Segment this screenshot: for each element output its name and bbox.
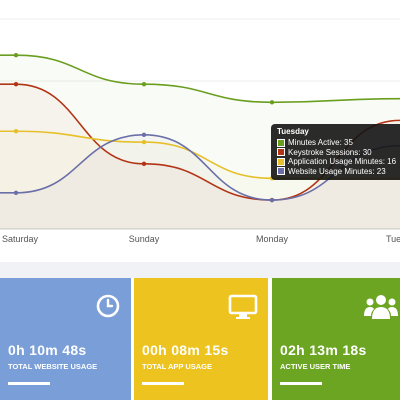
series-point-0-0	[13, 53, 19, 58]
tooltip-swatch	[277, 167, 285, 176]
website-usage-label: TOTAL WEBSITE USAGE	[8, 362, 98, 371]
stats-cards: 0h 10m 48s TOTAL WEBSITE USAGE 00h 08m 1…	[0, 278, 400, 400]
series-point-3-2	[269, 197, 275, 203]
users-icon	[364, 295, 398, 319]
tooltip-row-text: Minutes Active: 35	[288, 138, 353, 147]
series-point-0-1	[141, 81, 147, 87]
series-point-2-1	[141, 139, 147, 145]
usage-line-chart: Saturday Sunday Monday Tues	[0, 18, 400, 244]
card-underline	[280, 382, 322, 385]
app-usage-label: TOTAL APP USAGE	[142, 362, 213, 371]
series-point-3-1	[141, 132, 147, 138]
tooltip-row-text: Keystroke Sessions: 30	[288, 147, 372, 157]
x-tick-label: Sunday	[129, 234, 160, 244]
series-point-3-0	[13, 190, 19, 195]
website-usage-card[interactable]: 0h 10m 48s TOTAL WEBSITE USAGE	[0, 278, 131, 400]
tooltip-row-website-usage: Website Usage Minutes: 23	[277, 167, 400, 177]
x-tick-label: Tues	[386, 234, 400, 244]
tooltip-row-text: Website Usage Minutes: 23	[288, 166, 386, 176]
tooltip-swatch	[277, 148, 285, 157]
tooltip-swatch	[277, 138, 285, 147]
series-area-1	[0, 84, 400, 229]
series-area-0	[0, 55, 400, 229]
active-user-time-label: ACTIVE USER TIME	[280, 362, 351, 371]
x-tick-label: Saturday	[2, 234, 39, 244]
x-tick-label: Monday	[256, 234, 289, 244]
website-usage-value: 0h 10m 48s	[8, 342, 87, 358]
tooltip-row-application-usage: Application Usage Minutes: 16	[277, 157, 400, 167]
chart-tooltip: Tuesday Minutes Active: 35 Keystroke Ses…	[271, 124, 400, 180]
series-area-3	[0, 134, 400, 229]
clock-icon	[96, 294, 120, 318]
monitor-icon	[228, 294, 258, 319]
active-user-time-value: 02h 13m 18s	[280, 342, 367, 358]
card-underline	[8, 382, 50, 385]
tooltip-row-text: Application Usage Minutes: 16	[288, 157, 397, 166]
active-user-time-card[interactable]: 02h 13m 18s ACTIVE USER TIME	[272, 278, 400, 400]
tooltip-swatch	[277, 157, 285, 166]
series-area-2	[0, 131, 400, 229]
app-usage-value: 00h 08m 15s	[142, 342, 229, 358]
card-underline	[142, 382, 184, 385]
app-usage-card[interactable]: 00h 08m 15s TOTAL APP USAGE	[134, 278, 268, 400]
tooltip-row-minutes-active: Minutes Active: 35	[277, 138, 400, 148]
tooltip-title: Tuesday	[277, 127, 309, 136]
tooltip-row-keystroke-sessions: Keystroke Sessions: 30	[277, 148, 400, 158]
series-point-1-1	[141, 161, 147, 167]
section-divider	[0, 262, 400, 278]
series-point-2-0	[13, 129, 19, 134]
usage-chart: Saturday Sunday Monday Tues Tuesday Minutes…	[0, 18, 400, 244]
series-point-1-0	[13, 81, 19, 87]
series-point-0-2	[269, 100, 275, 105]
